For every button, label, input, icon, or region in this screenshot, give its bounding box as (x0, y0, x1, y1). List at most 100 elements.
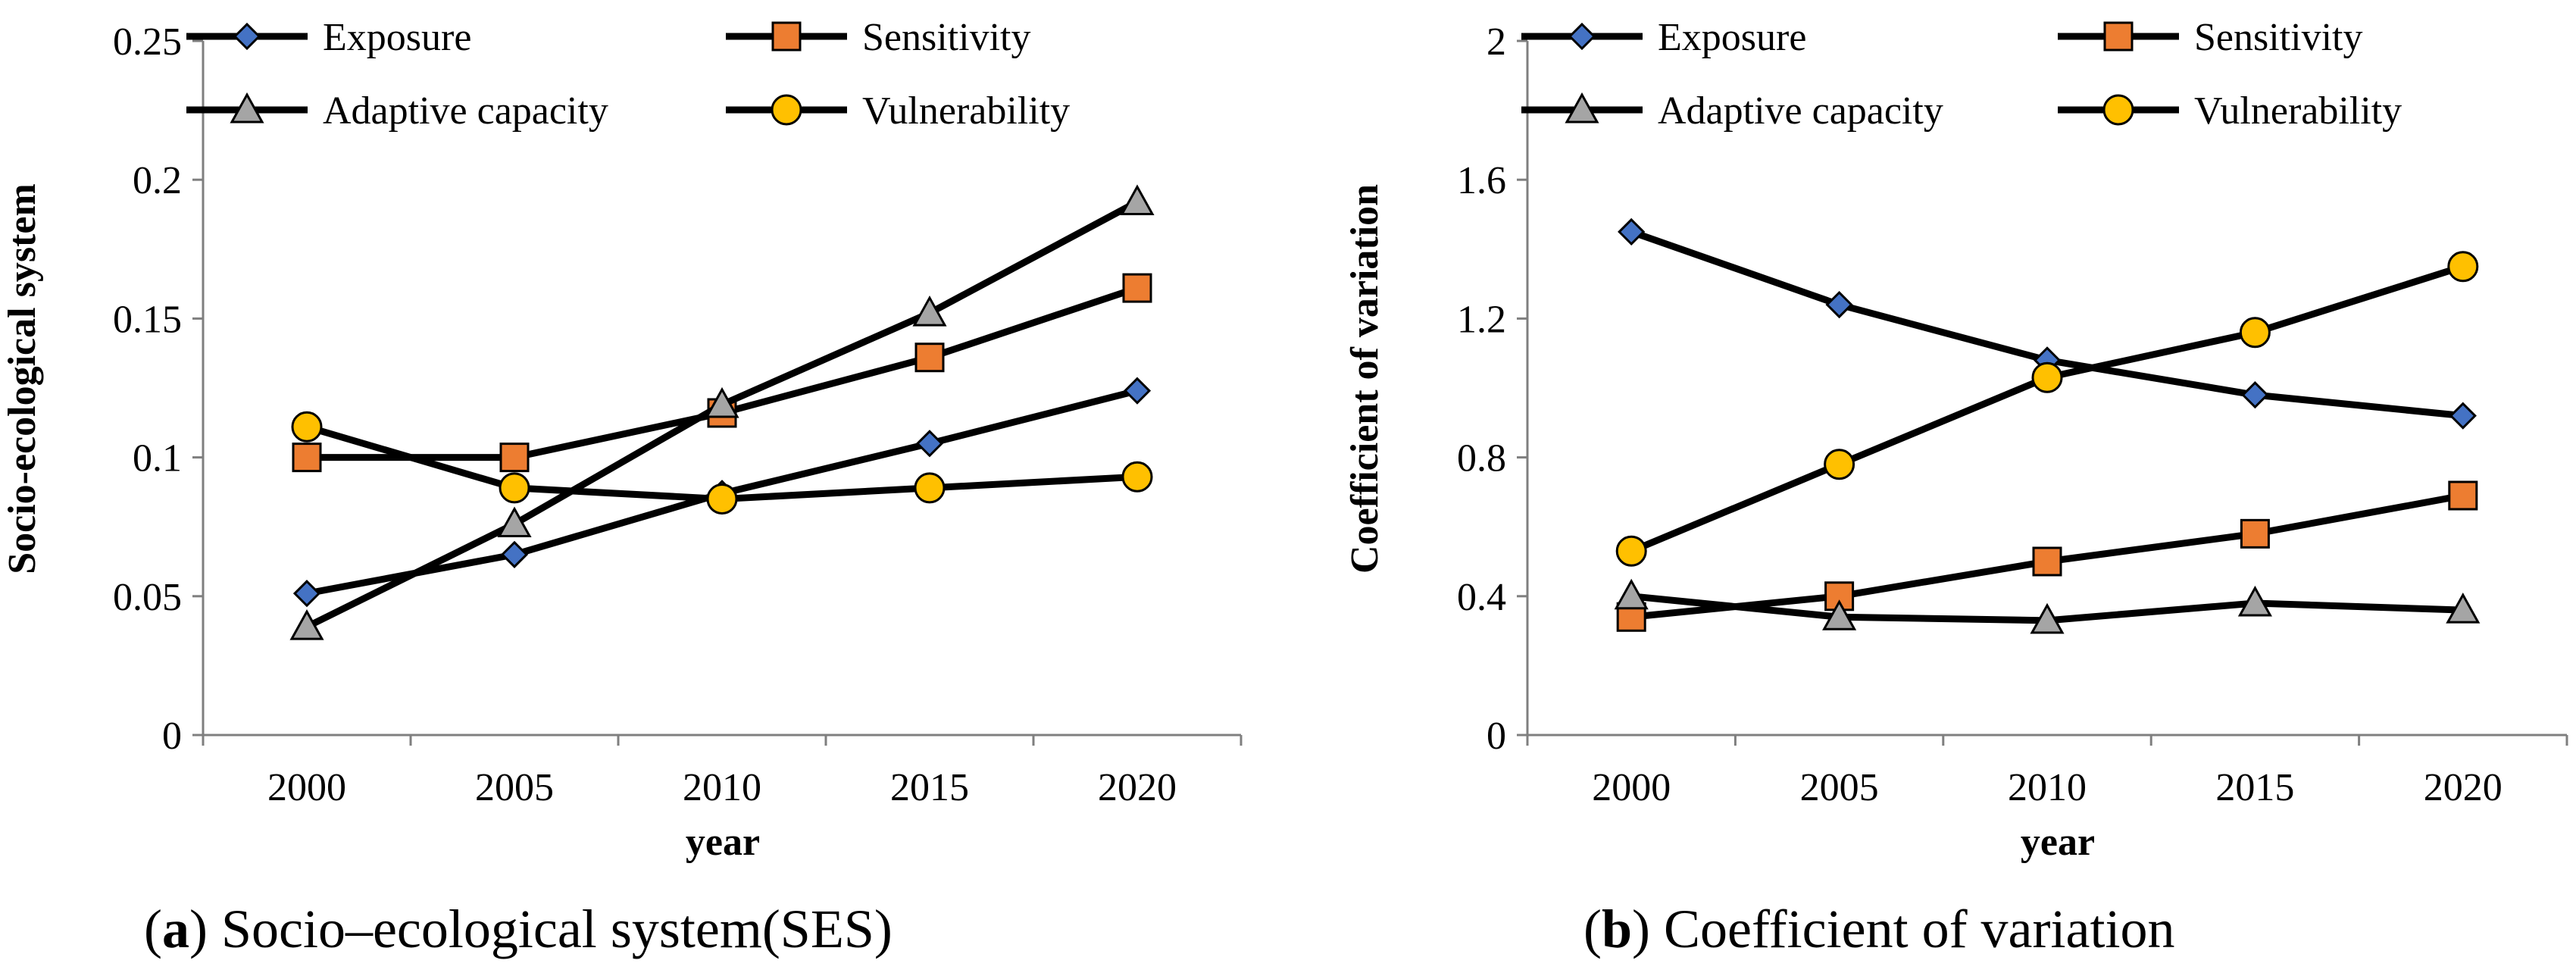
data-point-exposure-2015 (915, 430, 944, 458)
legend-label: Exposure (1658, 16, 1806, 59)
series-group (1614, 217, 2481, 634)
series-vulnerability (1615, 251, 2479, 567)
caption: (a) Socio–ecological system(SES) (144, 899, 893, 959)
data-point-exposure-2000 (292, 580, 321, 608)
caption-text: Socio–ecological system(SES) (221, 899, 893, 959)
data-point-exposure-2020 (2449, 402, 2477, 430)
series-exposure (1618, 217, 2477, 430)
data-point-adaptive-capacity-2010 (705, 386, 739, 418)
data-point-vulnerability-2010 (706, 483, 738, 515)
x-axis-title: year (686, 821, 760, 864)
x-tick-label: 2015 (890, 766, 969, 809)
caption-paren-close: ) (189, 899, 221, 959)
y-tick-label: 1.6 (1457, 159, 1506, 202)
legend-marker-sensitivity (771, 21, 802, 52)
data-point-exposure-2000 (1618, 217, 1646, 246)
data-point-vulnerability-2010 (2031, 361, 2063, 393)
caption-paren-open: ( (144, 899, 162, 959)
caption: (b) Coefficient of variation (1583, 899, 2174, 959)
legend-label: Adaptive capacity (1658, 89, 1943, 133)
x-tick-label: 2010 (2008, 766, 2087, 809)
series-adaptive-capacity (1614, 578, 2481, 634)
data-point-sensitivity-2015 (2240, 518, 2270, 549)
x-tick-label: 2005 (475, 766, 554, 809)
legend-item-vulnerability: Vulnerability (726, 89, 1070, 133)
x-tick-labels: 2000 2005 2010 2015 2020 (1592, 766, 2503, 809)
data-point-adaptive-capacity-2015 (2237, 585, 2272, 617)
data-point-exposure-2015 (2241, 381, 2269, 409)
data-point-sensitivity-2000 (292, 443, 322, 473)
data-point-vulnerability-2015 (914, 472, 946, 504)
caption-paren-open: ( (1583, 899, 1602, 959)
data-point-adaptive-capacity-2005 (1822, 599, 1857, 630)
x-tick-label: 2020 (2424, 766, 2503, 809)
data-point-vulnerability-2005 (1824, 449, 1855, 480)
y-tick-label: 0 (1487, 715, 1506, 758)
data-point-exposure-2005 (1825, 290, 1853, 319)
y-tick-label: 2 (1487, 20, 1506, 64)
data-point-vulnerability-2000 (1615, 535, 1647, 567)
data-point-vulnerability-2020 (1121, 461, 1153, 493)
data-point-vulnerability-2000 (291, 411, 323, 443)
data-point-sensitivity-2020 (1122, 273, 1152, 303)
legend-item-exposure: Exposure (186, 16, 471, 59)
y-tick-label: 0.4 (1457, 576, 1506, 619)
caption-letter: b (1602, 899, 1632, 959)
legend-marker-vulnerability (2102, 94, 2134, 126)
y-tick-label: 0.2 (133, 159, 182, 202)
y-tick-label: 0.1 (133, 437, 182, 480)
legend-item-sensitivity: Sensitivity (726, 16, 1030, 59)
data-point-adaptive-capacity-2000 (1614, 578, 1649, 610)
series-vulnerability (291, 411, 1153, 515)
y-tick-label: 0.25 (113, 20, 182, 64)
caption-paren-close: ) (1632, 899, 1664, 959)
legend-marker-adaptive-capacity (1565, 92, 1599, 124)
y-tick-labels: 0 0.05 0.1 0.15 0.2 0.25 (113, 20, 182, 758)
legend-item-sensitivity: Sensitivity (2058, 16, 2362, 59)
data-point-adaptive-capacity-2000 (289, 609, 324, 640)
data-point-adaptive-capacity-2010 (2030, 602, 2065, 634)
legend-label: Vulnerability (862, 89, 1070, 133)
legend-item-adaptive-capacity: Adaptive capacity (186, 89, 608, 133)
legend-item-vulnerability: Vulnerability (2058, 89, 2402, 133)
data-point-adaptive-capacity-2020 (2446, 593, 2481, 624)
x-axis-title: year (2021, 821, 2095, 864)
legend-label: Exposure (323, 16, 471, 59)
data-point-sensitivity-2005 (1824, 581, 1855, 612)
series-adaptive-capacity (289, 184, 1155, 640)
legend-label: Adaptive capacity (323, 89, 608, 133)
y-tick-label: 0.15 (113, 298, 182, 341)
x-tick-label: 2010 (683, 766, 761, 809)
legend-label: Sensitivity (862, 16, 1030, 59)
legend-label: Vulnerability (2194, 89, 2402, 133)
caption-text: Coefficient of variation (1664, 899, 2174, 959)
data-point-adaptive-capacity-2020 (1120, 184, 1155, 216)
legend: Exposure Sensitivity Adaptive capacity Vuln… (186, 16, 1070, 133)
axes (1517, 39, 2568, 746)
y-tick-label: 1.2 (1457, 298, 1506, 341)
series-sensitivity (1616, 480, 2478, 632)
legend-marker-sensitivity (2103, 21, 2134, 52)
data-point-vulnerability-2005 (499, 472, 530, 504)
data-point-sensitivity-2020 (2448, 480, 2478, 511)
y-axis-title: Coefficient of variation (1343, 184, 1386, 574)
data-point-sensitivity-2005 (499, 443, 530, 473)
x-tick-labels: 2000 2005 2010 2015 2020 (267, 766, 1177, 809)
y-tick-label: 0.8 (1457, 437, 1506, 480)
y-tick-labels: 0 0.4 0.8 1.2 1.6 2 (1457, 20, 1506, 758)
legend-item-adaptive-capacity: Adaptive capacity (1521, 89, 1943, 133)
legend-label: Sensitivity (2194, 16, 2362, 59)
data-point-vulnerability-2015 (2239, 317, 2271, 349)
chart-panel-a: Socio-ecological system 00.050.10.150.20… (1, 16, 1243, 959)
legend-marker-adaptive-capacity (230, 92, 264, 124)
chart-panel-b: Coefficient of variation 00.40.81.21.62 … (1343, 16, 2568, 959)
y-axis-title: Socio-ecological system (1, 183, 44, 574)
axes (192, 39, 1243, 746)
x-tick-label: 2000 (267, 766, 346, 809)
series-sensitivity (292, 273, 1152, 473)
data-point-vulnerability-2020 (2447, 251, 2479, 283)
x-tick-label: 2015 (2215, 766, 2294, 809)
legend-item-exposure: Exposure (1521, 16, 1806, 59)
series-line-sensitivity (307, 284, 1139, 461)
